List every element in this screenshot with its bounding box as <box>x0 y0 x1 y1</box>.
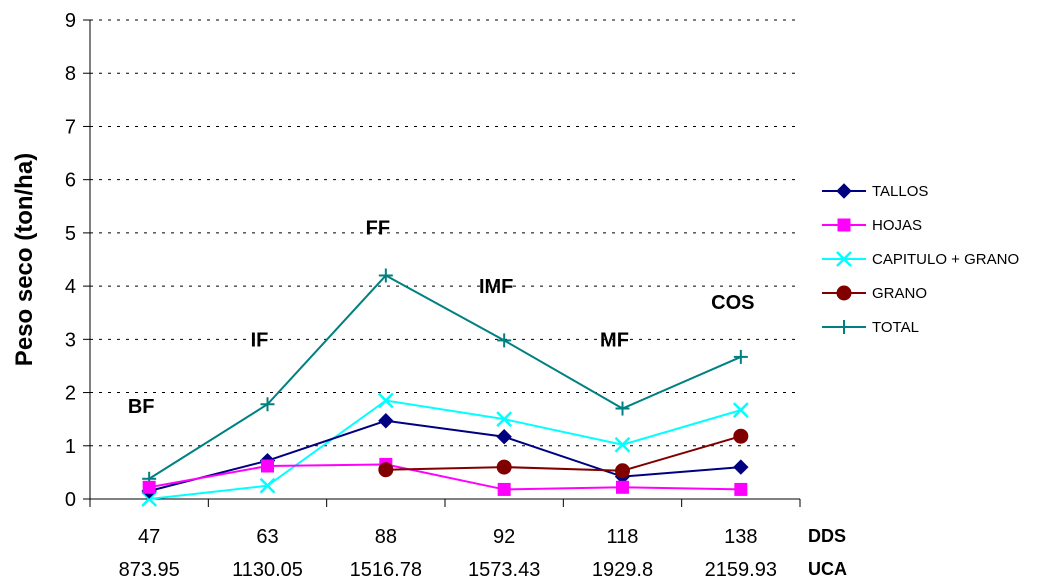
y-tick-label: 4 <box>65 276 76 298</box>
x-tick-label-uca: 2159.93 <box>705 559 777 581</box>
y-tick-label: 2 <box>65 383 76 405</box>
data-point-grano <box>378 462 394 478</box>
legend-label-hojas: HOJAS <box>872 217 922 234</box>
stage-label-imf: IMF <box>479 276 513 298</box>
data-point-total <box>497 333 512 348</box>
x-tick-label-dds: 138 <box>724 526 757 548</box>
data-point-total <box>378 268 393 283</box>
data-point-total <box>615 401 630 416</box>
x-tick-label-dds: 88 <box>375 526 397 548</box>
series-line-grano <box>385 435 742 472</box>
legend-item-tallos: TALLOS <box>822 183 928 200</box>
stage-label-cos: COS <box>711 292 754 314</box>
y-axis-ticks: 0 1 2 3 4 5 6 7 8 9 <box>65 10 90 511</box>
x-tick-label-dds: 92 <box>493 526 515 548</box>
x-row-label-dds: DDS <box>808 526 846 546</box>
x-tick-label-uca: 1516.78 <box>350 559 422 581</box>
y-tick-label: 5 <box>65 223 76 245</box>
x-tick-label-uca: 873.95 <box>119 559 180 581</box>
x-row-label-uca: UCA <box>808 559 847 579</box>
legend-item-total: TOTAL <box>822 319 919 336</box>
data-point-grano <box>496 459 512 475</box>
data-point-hojas <box>261 459 274 473</box>
legend-label-tallos: TALLOS <box>872 183 928 200</box>
series-line-capitulo-grano <box>149 399 742 500</box>
y-tick-label: 7 <box>65 116 76 138</box>
data-point-hojas <box>734 482 748 496</box>
data-point-capitulo-grano <box>732 402 749 419</box>
legend-item-grano: GRANO <box>822 285 927 302</box>
y-tick-label: 1 <box>65 436 76 458</box>
legend-item-capitulo-grano: CAPITULO + GRANO <box>822 251 1019 268</box>
data-point-total <box>733 349 748 364</box>
series-group <box>141 268 749 507</box>
x-tick-label-dds: 118 <box>607 526 639 548</box>
x-tick-label-dds: 47 <box>138 526 160 548</box>
x-tick-label-dds: 63 <box>256 526 278 548</box>
data-point-capitulo-grano <box>496 411 513 428</box>
stage-label-if: IF <box>251 329 269 351</box>
data-point-grano <box>733 428 749 444</box>
data-point-tallos <box>378 413 394 429</box>
series-line-tallos <box>148 419 741 492</box>
stage-label-ff: FF <box>366 218 390 240</box>
data-point-capitulo-grano <box>377 392 394 409</box>
x-axis-ticks: 47 63 88 92 118 138 873.95 1130.05 1516.78 1573.4… <box>89 499 801 581</box>
gridlines <box>90 19 800 447</box>
legend-marker-capitulo-grano <box>836 251 852 267</box>
x-tick-label-uca: 1573.43 <box>468 559 540 581</box>
legend-marker-hojas <box>837 218 851 232</box>
y-tick-label: 6 <box>65 170 76 192</box>
x-tick-label-uca: 1929.8 <box>592 559 653 581</box>
y-tick-label: 0 <box>65 489 76 511</box>
legend-label-total: TOTAL <box>872 319 919 336</box>
y-tick-label: 8 <box>65 63 76 85</box>
legend: TALLOS HOJAS CAPITULO + GRANO GRANO TOTAL <box>822 183 1019 336</box>
series-grano <box>378 428 749 479</box>
y-axis-title: Peso seco (ton/ha) <box>11 153 38 366</box>
legend-marker-total <box>837 320 851 334</box>
stage-labels: BF IF FF IMF MF COS <box>128 218 755 418</box>
data-point-total <box>260 397 275 412</box>
series-capitulo-grano <box>141 392 749 507</box>
data-point-capitulo-grano <box>259 477 276 494</box>
legend-item-hojas: HOJAS <box>822 217 922 234</box>
x-tick-label-uca: 1130.05 <box>232 559 303 581</box>
data-point-hojas <box>142 480 156 494</box>
x-row-labels: DDS UCA <box>808 526 847 579</box>
stage-label-mf: MF <box>600 329 629 351</box>
data-point-grano <box>615 463 630 479</box>
legend-marker-grano <box>836 285 852 301</box>
data-point-tallos <box>496 429 512 445</box>
y-tick-label: 3 <box>65 329 76 351</box>
legend-marker-tallos <box>836 183 852 199</box>
data-point-hojas <box>616 480 629 494</box>
data-point-hojas <box>497 482 511 496</box>
stage-label-bf: BF <box>128 396 155 418</box>
legend-label-capitulo-grano: CAPITULO + GRANO <box>872 251 1019 268</box>
data-point-capitulo-grano <box>141 491 158 507</box>
series-total <box>142 268 748 486</box>
series-line-hojas <box>148 463 741 491</box>
data-point-tallos <box>733 459 749 475</box>
series-line-total <box>148 274 742 480</box>
y-tick-label: 9 <box>65 10 76 32</box>
data-point-capitulo-grano <box>614 436 631 453</box>
legend-label-grano: GRANO <box>872 285 927 302</box>
